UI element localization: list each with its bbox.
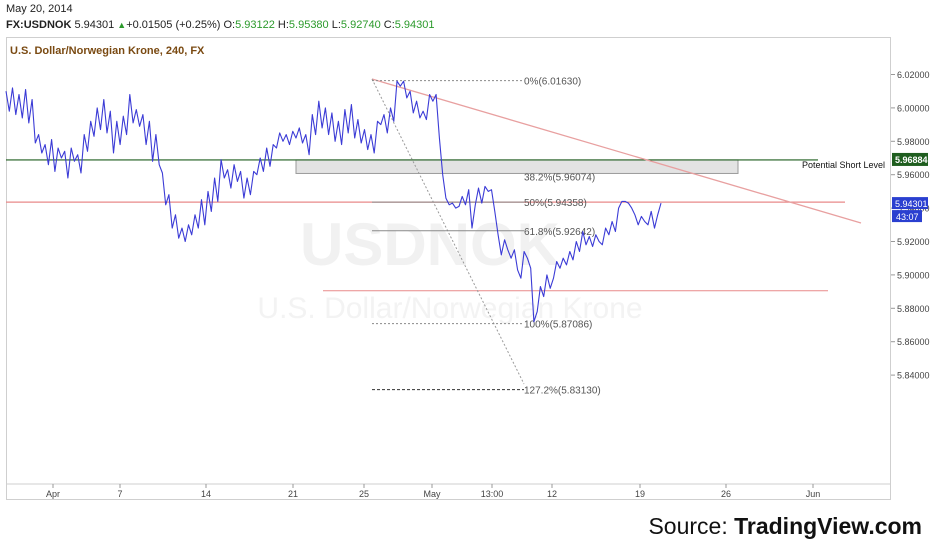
fib-level-label: 127.2%(5.83130) [524,386,601,397]
x-tick-label: May [423,489,441,499]
x-tick-label: 25 [359,489,369,499]
x-tick-label: 12 [547,489,557,499]
short-level-value: 5.96884 [895,155,928,165]
source-credit: Source: TradingView.com [648,513,922,540]
current-price-value: 5.94301 [895,199,928,209]
x-tick-label: 21 [288,489,298,499]
downtrend-line [371,78,862,224]
fib-level-label: 38.2%(5.96074) [524,172,595,183]
watermark-symbol: USDNOK [300,211,560,278]
up-arrow-icon: ▲ [117,20,127,30]
x-tick-label: 14 [201,489,211,499]
low-value: 5.92740 [340,19,381,31]
open-label: O: [223,19,236,31]
short-level-badge [892,152,928,166]
high-value: 5.95380 [288,19,329,31]
close-label: C: [383,19,395,31]
y-tick-label: 5.96000 [897,170,930,180]
open-value: 5.93122 [235,19,275,31]
header-date: May 20, 2014 [6,3,73,15]
fib-level-label: 0%(6.01630) [524,77,581,88]
plot-frame [6,37,891,500]
x-tick-label: 19 [635,489,645,499]
x-tick-label: 13:00 [481,489,504,499]
current-price-badge [892,197,928,210]
countdown-value: 43:07 [896,212,919,222]
x-tick-label: 26 [721,489,731,499]
countdown-badge [892,210,922,223]
y-tick-label: 6.00000 [897,103,930,113]
change: +0.01505 (+0.25%) [126,19,221,31]
x-tick-label: Apr [46,489,60,499]
x-tick-label: Jun [806,489,821,499]
watermark-name: U.S. Dollar/Norwegian Krone [257,292,642,325]
x-tick-label: 7 [117,489,122,499]
quote-line: FX:USDNOK 5.94301 ▲+0.01505 (+0.25%) O:5… [6,19,435,31]
y-tick-label: 5.84000 [897,371,930,381]
source-prefix: Source: [648,513,735,539]
y-tick-label: 5.92000 [897,237,930,247]
symbol[interactable]: FX:USDNOK [6,19,72,31]
last-price: 5.94301 [74,19,115,31]
price-series-line [5,80,662,323]
y-tick-label: 5.90000 [897,270,930,280]
fib-diagonal [371,78,525,385]
chart-title: U.S. Dollar/Norwegian Krone, 240, FX [10,45,205,57]
fib-level-label: 100%(5.87086) [524,320,592,331]
low-label: L: [331,19,341,31]
short-level-label: Potential Short Level [802,160,885,170]
fib-level-label: 61.8%(5.92642) [524,227,595,238]
y-tick-label: 5.88000 [897,304,930,314]
close-value: 5.94301 [394,19,435,31]
fib-level-label: 50%(5.94358) [524,198,587,209]
y-tick-label: 6.02000 [897,70,930,80]
y-tick-label: 5.98000 [897,137,930,147]
source-brand: TradingView.com [734,513,922,539]
y-tick-label: 5.86000 [897,337,930,347]
high-label: H: [277,19,289,31]
